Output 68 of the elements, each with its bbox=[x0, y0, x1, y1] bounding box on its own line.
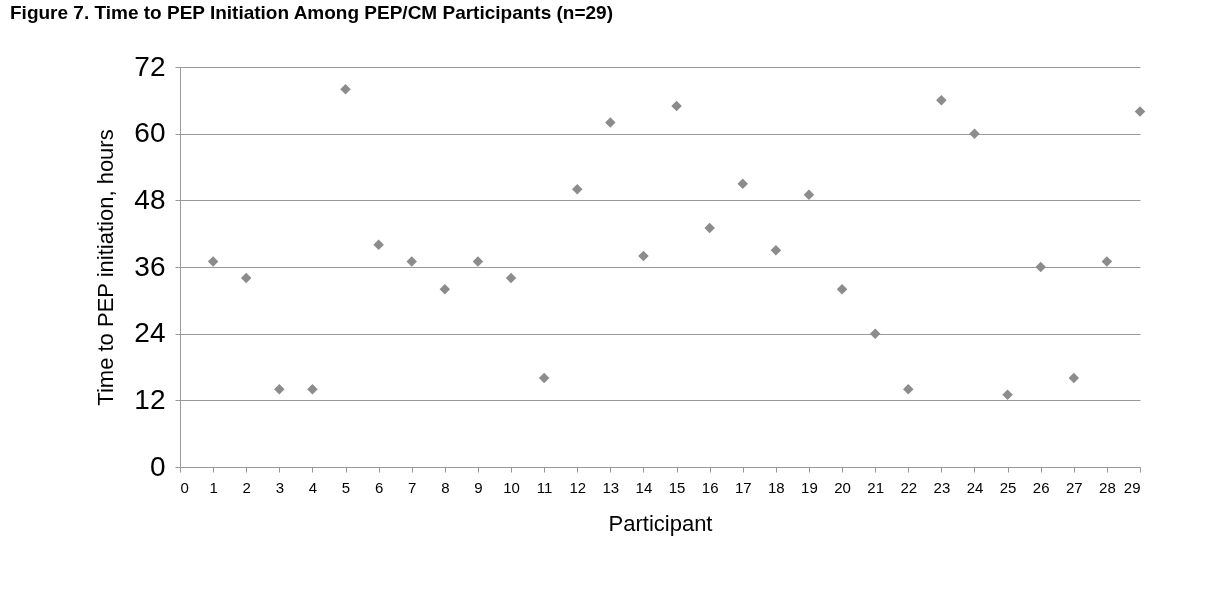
x-tick-label: 13 bbox=[602, 478, 620, 496]
x-tick-label: 11 bbox=[536, 478, 553, 496]
x-tick-label: 15 bbox=[668, 478, 686, 496]
point bbox=[439, 283, 451, 295]
x-tick-label: 8 bbox=[441, 478, 450, 496]
x-tick-label: 4 bbox=[308, 478, 318, 496]
point bbox=[572, 183, 583, 195]
point bbox=[538, 372, 550, 384]
point bbox=[936, 95, 947, 106]
point bbox=[274, 383, 285, 395]
x-tick-label: 9 bbox=[474, 478, 483, 496]
point bbox=[1002, 389, 1013, 401]
x-tick-label: 23 bbox=[933, 478, 951, 496]
point bbox=[605, 117, 616, 128]
point bbox=[472, 256, 484, 267]
x-tick-label: 5 bbox=[341, 478, 351, 496]
y-tick-label: 24 bbox=[134, 317, 166, 349]
x-tick-label: 29 bbox=[1123, 478, 1141, 496]
y-tick-label: 36 bbox=[134, 250, 166, 282]
point bbox=[869, 328, 881, 339]
chart-title: Figure 7. Time to PEP Initiation Among PEP/CM Participants (n=29) bbox=[10, 2, 613, 23]
point bbox=[307, 383, 318, 395]
y-tick-label: 60 bbox=[134, 117, 166, 149]
x-tick-label: 18 bbox=[768, 478, 785, 496]
x-tick-label: 3 bbox=[275, 478, 284, 496]
x-tick-label: 19 bbox=[801, 478, 818, 496]
point bbox=[1134, 106, 1146, 117]
point bbox=[340, 83, 351, 95]
point bbox=[836, 283, 848, 295]
y-tick-label: 12 bbox=[134, 383, 166, 415]
point bbox=[240, 272, 252, 284]
point bbox=[704, 222, 715, 234]
point bbox=[1101, 256, 1113, 267]
y-axis-title: Time to PEP initiation, hours bbox=[93, 129, 119, 406]
x-tick-label: 22 bbox=[900, 478, 918, 496]
point bbox=[969, 128, 980, 139]
point bbox=[1068, 372, 1080, 384]
x-tick-label: 10 bbox=[503, 478, 520, 496]
point bbox=[406, 256, 417, 267]
point bbox=[638, 250, 649, 262]
point bbox=[1035, 261, 1046, 273]
x-tick-label: 25 bbox=[999, 478, 1017, 496]
point bbox=[903, 383, 914, 395]
y-tick-label: 72 bbox=[134, 50, 166, 82]
point bbox=[803, 189, 815, 201]
point bbox=[770, 245, 782, 256]
x-tick-label: 14 bbox=[635, 478, 653, 496]
x-tick-label: 17 bbox=[734, 478, 752, 496]
x-axis-title: Participant bbox=[608, 510, 713, 536]
x-tick-label: 0 bbox=[180, 478, 189, 496]
x-tick-label: 7 bbox=[408, 478, 417, 496]
x-tick-label: 20 bbox=[834, 478, 851, 496]
x-tick-label: 28 bbox=[1099, 478, 1116, 496]
point bbox=[737, 178, 748, 189]
x-tick-label: 26 bbox=[1032, 478, 1050, 496]
x-tick-label: 27 bbox=[1065, 478, 1083, 496]
x-tick-label: 12 bbox=[569, 478, 587, 496]
x-tick-label: 2 bbox=[242, 478, 251, 496]
x-tick-label: 24 bbox=[966, 478, 984, 496]
x-tick-label: 21 bbox=[867, 478, 885, 496]
y-tick-label: 48 bbox=[134, 183, 166, 215]
point bbox=[505, 272, 517, 284]
x-tick-label: 6 bbox=[374, 478, 384, 496]
x-tick-label: 16 bbox=[701, 478, 719, 496]
point bbox=[207, 256, 219, 267]
point bbox=[373, 239, 384, 251]
point bbox=[671, 100, 682, 112]
x-tick-label: 1 bbox=[209, 478, 218, 496]
